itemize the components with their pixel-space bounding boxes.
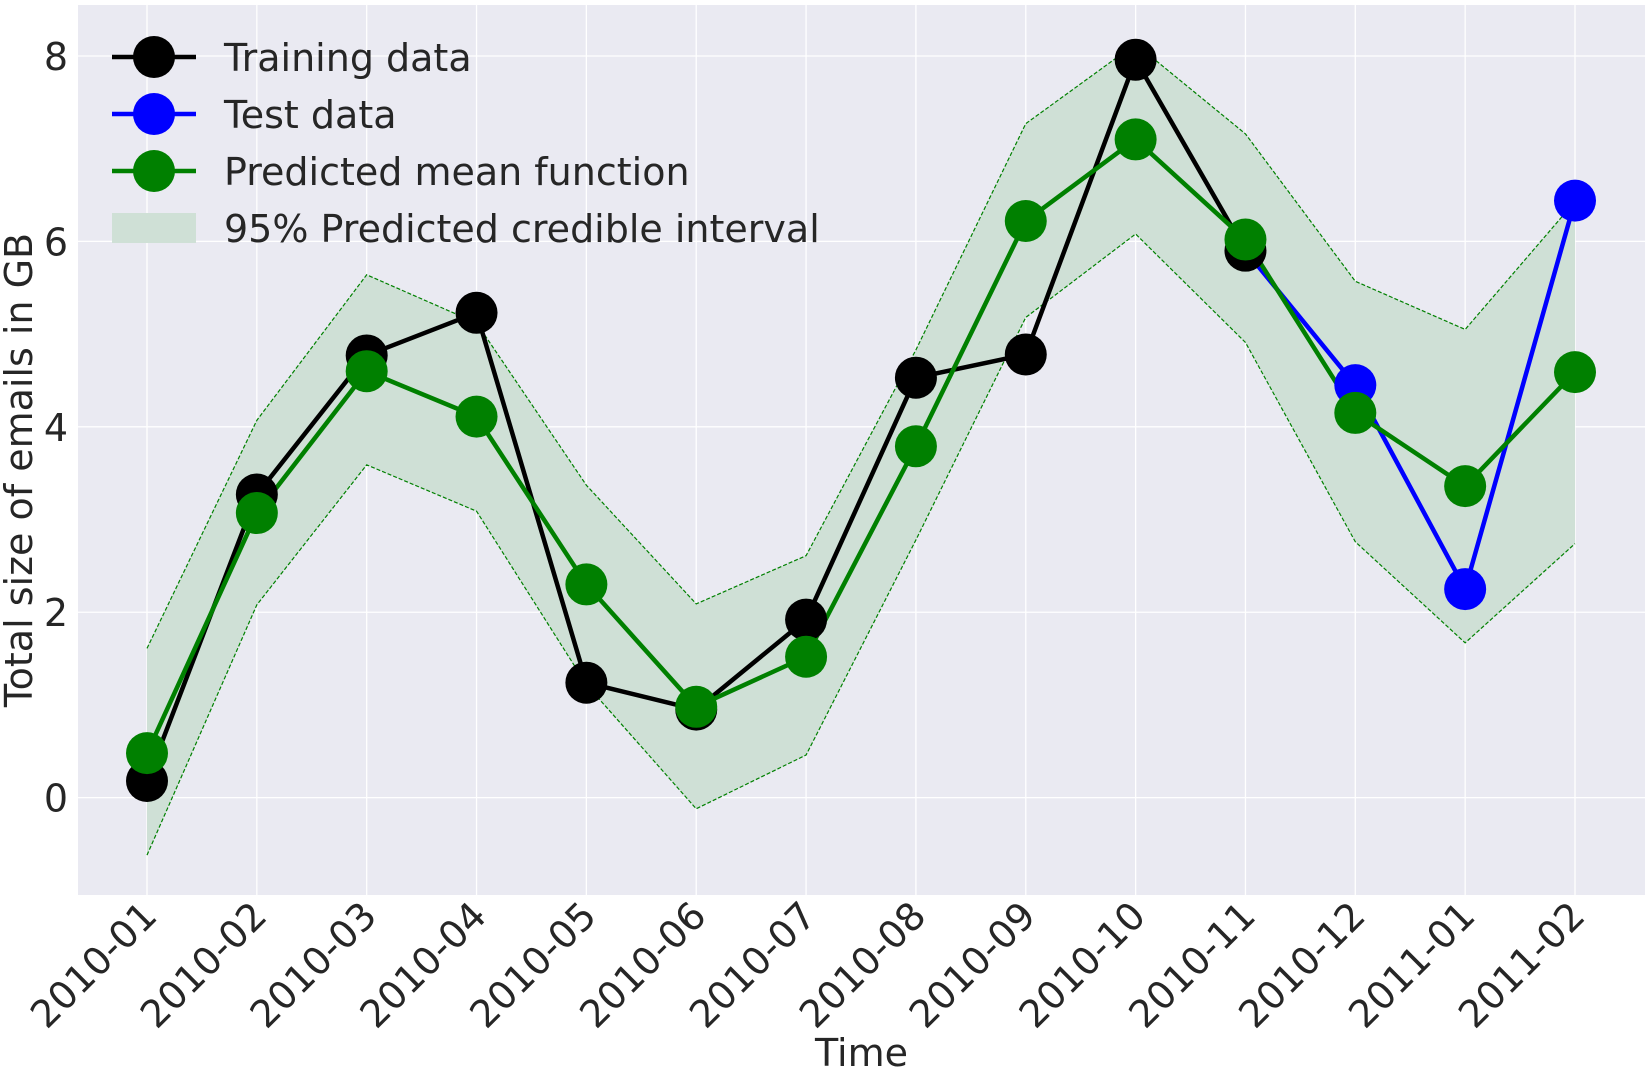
series-1-point (1004, 333, 1047, 376)
x-tick-labels: 2010-012010-022010-032010-042010-052010-… (22, 893, 1593, 1036)
series-3-point (1224, 218, 1267, 261)
legend-label: Training data (223, 36, 472, 80)
legend-swatch (112, 213, 196, 243)
y-tick-label: 2 (44, 591, 68, 635)
series-3-point (1334, 391, 1377, 434)
series-3-point (126, 732, 168, 775)
legend-marker (133, 93, 175, 135)
series-3-point (785, 635, 828, 678)
credible-interval (146, 43, 1576, 856)
series-3-point (1114, 118, 1157, 161)
legend-label: Test data (223, 93, 397, 137)
legend-marker (133, 150, 175, 192)
y-tick-label: 6 (44, 220, 68, 264)
legend-item-interval: 95% Predicted credible interval (112, 207, 820, 251)
interval-upper-line (146, 43, 1576, 649)
legend-item-3: Predicted mean function (112, 150, 690, 194)
interval-band (147, 43, 1575, 856)
y-tick-label: 0 (44, 777, 68, 821)
series-1-point (565, 661, 608, 704)
series-2-point (1554, 179, 1596, 222)
series-3-point (565, 563, 608, 606)
x-axis-title: Time (814, 1031, 908, 1075)
y-tick-label: 8 (44, 35, 68, 79)
series-1-point (455, 291, 498, 334)
y-tick-label: 4 (44, 406, 68, 450)
series-3-point (455, 395, 498, 438)
series-3-point (345, 350, 388, 393)
y-axis-title: Total size of emails in GB (0, 233, 41, 708)
legend-label: 95% Predicted credible interval (224, 207, 820, 251)
legend-item-2: Test data (112, 93, 397, 137)
series-1-point (1114, 38, 1157, 81)
series-3-point (675, 685, 718, 728)
series-3-point (1554, 351, 1596, 394)
series-2-point (1444, 568, 1487, 611)
series-line-2 (1243, 200, 1578, 592)
legend-label: Predicted mean function (224, 150, 690, 194)
series-1-point (894, 356, 937, 399)
y-tick-labels: 0 2 4 6 8 (44, 35, 68, 821)
legend-marker (133, 36, 175, 78)
legend: Training data Test data Predicted mean fun… (112, 36, 820, 251)
series-1-point (785, 598, 828, 641)
series-3-point (1444, 465, 1487, 508)
legend-item-1: Training data (112, 36, 472, 80)
data-markers (126, 38, 1596, 802)
interval-lower-line (146, 233, 1576, 856)
series-3-point (894, 425, 937, 468)
series-3-point (1004, 200, 1047, 243)
series-3-point (235, 492, 278, 535)
